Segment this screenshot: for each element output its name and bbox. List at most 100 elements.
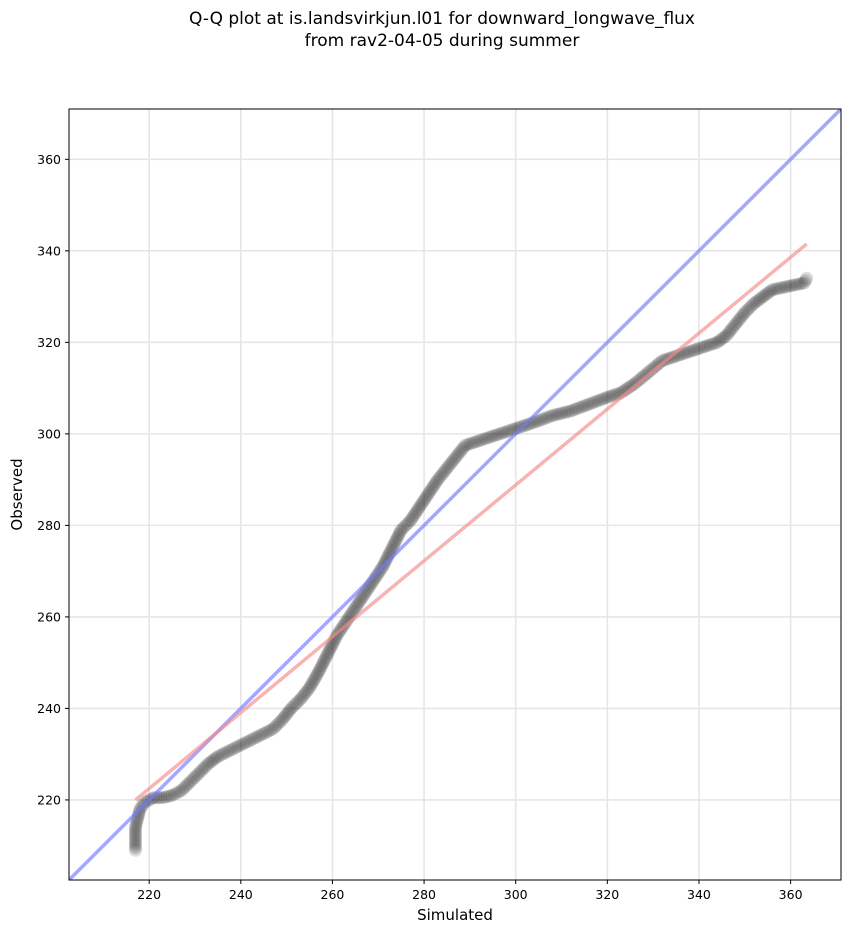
data-point bbox=[701, 338, 715, 352]
data-point bbox=[156, 791, 170, 805]
data-point bbox=[254, 728, 268, 742]
data-point bbox=[559, 405, 573, 419]
data-point bbox=[234, 738, 248, 752]
x-axis-label: Simulated bbox=[417, 906, 493, 924]
data-point bbox=[422, 486, 436, 500]
data-point bbox=[536, 412, 550, 426]
data-point bbox=[243, 733, 257, 747]
data-point bbox=[128, 841, 142, 855]
y-tick-label: 260 bbox=[37, 609, 61, 624]
data-point bbox=[455, 442, 469, 456]
data-point bbox=[250, 730, 264, 744]
data-point bbox=[419, 490, 433, 504]
data-point bbox=[424, 482, 438, 496]
data-point bbox=[582, 397, 596, 411]
data-point bbox=[194, 764, 208, 778]
data-point bbox=[552, 407, 566, 421]
x-tick-label: 260 bbox=[321, 887, 345, 902]
data-point bbox=[204, 755, 218, 769]
data-point bbox=[749, 295, 763, 309]
data-point bbox=[577, 399, 591, 413]
data-point bbox=[387, 537, 401, 551]
data-point bbox=[461, 438, 475, 452]
data-point bbox=[389, 533, 403, 547]
data-point bbox=[418, 492, 432, 506]
data-point bbox=[800, 271, 814, 285]
data-point bbox=[308, 671, 322, 685]
data-point bbox=[690, 342, 704, 356]
data-point bbox=[784, 279, 798, 293]
data-point bbox=[442, 459, 456, 473]
y-tick-label: 280 bbox=[37, 518, 61, 533]
data-point bbox=[350, 599, 364, 613]
grid bbox=[69, 109, 841, 880]
data-point bbox=[733, 311, 747, 325]
data-point bbox=[352, 595, 366, 609]
data-point bbox=[735, 309, 749, 323]
data-point bbox=[472, 434, 486, 448]
data-point bbox=[568, 402, 582, 416]
data-point bbox=[154, 791, 168, 805]
data-point bbox=[369, 569, 383, 583]
data-point bbox=[323, 642, 337, 656]
data-points bbox=[128, 271, 814, 857]
data-point bbox=[745, 298, 759, 312]
data-point bbox=[770, 282, 784, 296]
data-point bbox=[128, 823, 142, 837]
data-point bbox=[467, 435, 481, 449]
data-point bbox=[132, 807, 146, 821]
data-point bbox=[724, 323, 738, 337]
data-point bbox=[130, 816, 144, 830]
data-point bbox=[774, 281, 788, 295]
data-point bbox=[710, 335, 724, 349]
data-point bbox=[445, 455, 459, 469]
data-point bbox=[229, 740, 243, 754]
data-point bbox=[227, 741, 241, 755]
data-point bbox=[406, 510, 420, 524]
data-point bbox=[128, 836, 142, 850]
data-point bbox=[303, 681, 317, 695]
data-point bbox=[183, 775, 197, 789]
data-point bbox=[726, 321, 740, 335]
data-point bbox=[211, 749, 225, 763]
data-point bbox=[306, 675, 320, 689]
data-point bbox=[128, 825, 142, 839]
data-point bbox=[292, 694, 306, 708]
data-point bbox=[191, 767, 205, 781]
data-point bbox=[723, 325, 737, 339]
data-point bbox=[245, 732, 259, 746]
chart-title-line-1: Q-Q plot at is.landsvirkjun.l01 for down… bbox=[189, 9, 695, 29]
y-tick-label: 360 bbox=[37, 152, 61, 167]
data-point bbox=[412, 500, 426, 514]
data-point bbox=[301, 683, 315, 697]
data-point bbox=[495, 426, 509, 440]
data-point bbox=[788, 278, 802, 292]
data-point bbox=[477, 432, 491, 446]
data-point bbox=[438, 463, 452, 477]
data-point bbox=[692, 341, 706, 355]
data-point bbox=[351, 597, 365, 611]
data-point bbox=[548, 408, 562, 422]
chart-title: Q-Q plot at is.landsvirkjun.l01 for down… bbox=[0, 8, 851, 52]
data-point bbox=[452, 446, 466, 460]
data-point bbox=[405, 512, 419, 526]
data-point bbox=[435, 467, 449, 481]
data-point bbox=[571, 401, 585, 415]
y-tick-label: 240 bbox=[37, 701, 61, 716]
data-point bbox=[238, 736, 252, 750]
data-point bbox=[765, 283, 779, 297]
data-point bbox=[511, 421, 525, 435]
data-point bbox=[779, 280, 793, 294]
data-point bbox=[128, 834, 142, 848]
data-point bbox=[128, 820, 142, 834]
data-point bbox=[128, 839, 142, 853]
data-point bbox=[781, 279, 795, 293]
data-point bbox=[798, 274, 812, 288]
data-point bbox=[651, 357, 665, 371]
data-point bbox=[596, 392, 610, 406]
data-point bbox=[401, 516, 415, 530]
data-point bbox=[286, 700, 300, 714]
data-point bbox=[313, 663, 327, 677]
data-point bbox=[165, 788, 179, 802]
data-point bbox=[307, 673, 321, 687]
